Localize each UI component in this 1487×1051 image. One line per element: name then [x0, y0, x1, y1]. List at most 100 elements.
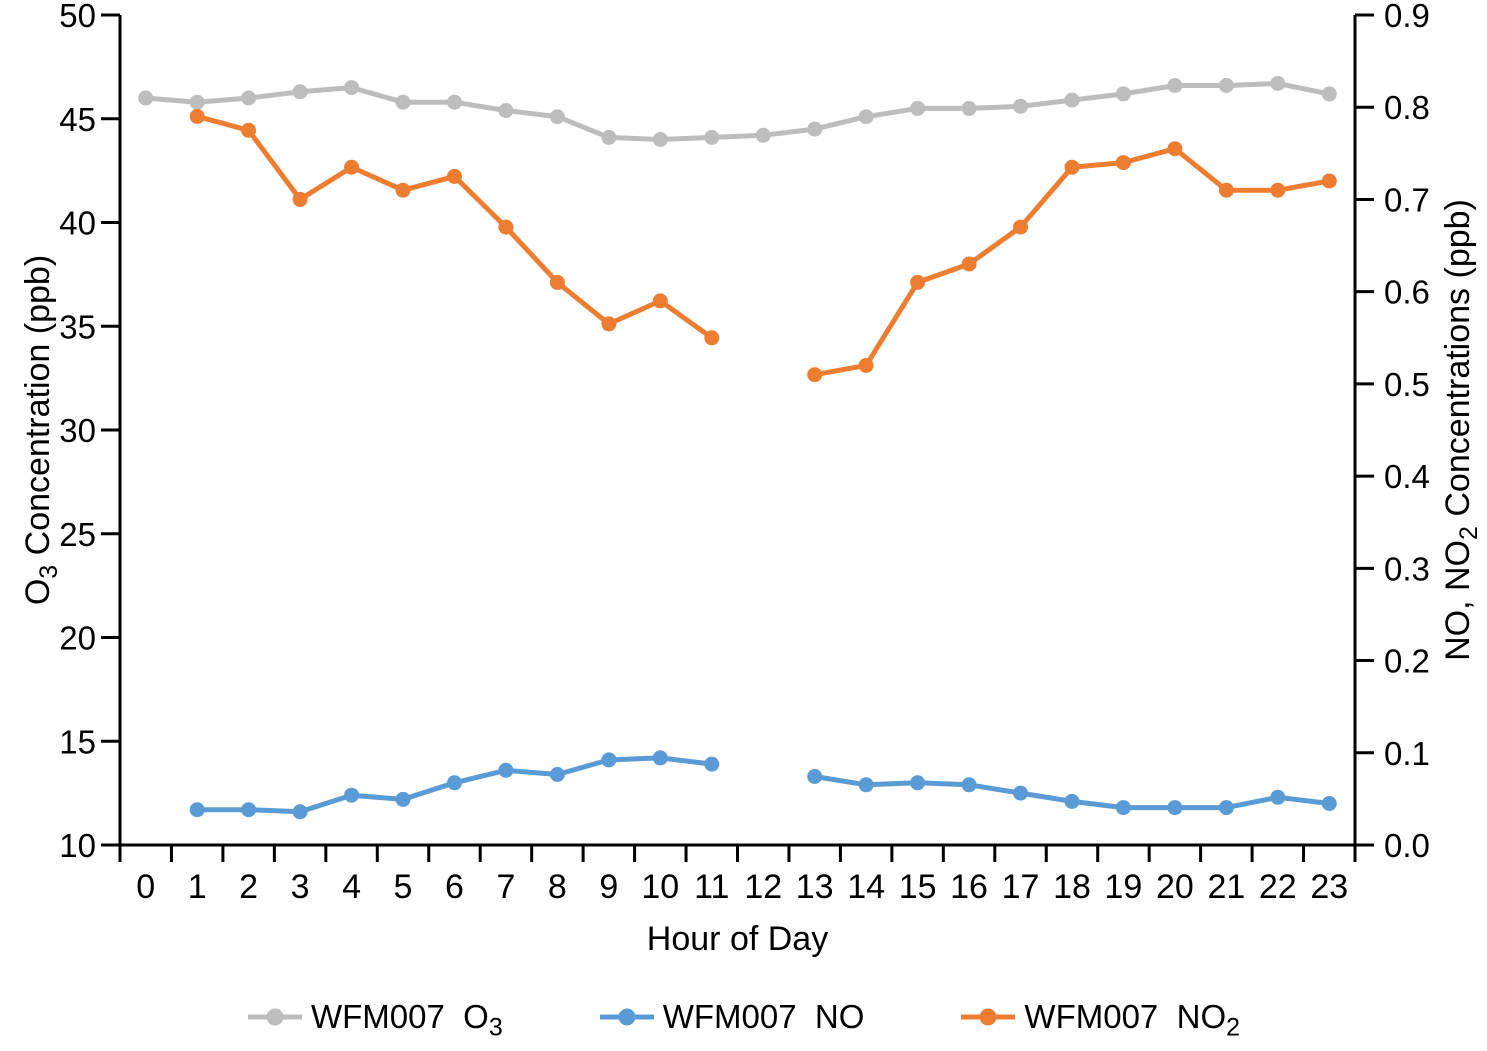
data-point-wfm007-no: [395, 791, 411, 807]
svg-text:20: 20: [59, 620, 96, 657]
data-point-wfm007-no2: [1321, 173, 1337, 189]
data-point-wfm007-no2: [1115, 155, 1131, 171]
svg-text:12: 12: [744, 868, 782, 906]
data-point-wfm007-o3: [1013, 98, 1028, 114]
data-point-wfm007-no2: [395, 182, 411, 198]
svg-text:25: 25: [59, 516, 96, 553]
data-point-wfm007-no2: [1218, 182, 1234, 198]
x-axis-tick-labels: 0 1 2 3 4 5 6 7 8 9 10 11 12 13 14 15 16 17 18 19 20 21 22 23: [136, 868, 1348, 906]
data-point-wfm007-no: [601, 752, 617, 768]
data-point-wfm007-no: [292, 804, 308, 820]
svg-text:22: 22: [1259, 868, 1297, 906]
svg-text:45: 45: [59, 101, 96, 138]
svg-text:10: 10: [641, 868, 679, 906]
data-point-wfm007-o3: [652, 132, 668, 147]
svg-text:0.9: 0.9: [1384, 0, 1430, 34]
data-point-wfm007-o3: [344, 80, 360, 96]
svg-text:0.4: 0.4: [1384, 458, 1430, 495]
svg-text:0.1: 0.1: [1384, 735, 1430, 772]
data-point-wfm007-no: [1218, 800, 1234, 816]
data-point-wfm007-no2: [652, 293, 668, 309]
data-point-wfm007-no: [189, 802, 205, 818]
legend-label-o3: WFM007 O3: [310, 998, 503, 1042]
svg-text:10: 10: [59, 827, 96, 864]
data-point-wfm007-no2: [1064, 159, 1080, 175]
x-axis-ticks: [118, 845, 1357, 862]
data-point-wfm007-no: [344, 787, 360, 803]
svg-text:8: 8: [548, 868, 567, 906]
svg-text:3: 3: [291, 868, 310, 906]
svg-text:9: 9: [599, 868, 618, 906]
data-point-wfm007-o3: [910, 100, 926, 116]
legend-item-wfm007-no2: WFM007 NO2: [960, 998, 1241, 1042]
svg-text:15: 15: [899, 868, 937, 906]
svg-text:21: 21: [1207, 868, 1245, 906]
svg-text:0.5: 0.5: [1384, 366, 1430, 403]
data-point-wfm007-o3: [1115, 86, 1131, 102]
data-point-wfm007-no2: [910, 274, 926, 290]
data-point-wfm007-o3: [241, 90, 257, 106]
data-point-wfm007-no2: [447, 168, 462, 184]
data-point-wfm007-no: [1013, 785, 1028, 801]
data-point-wfm007-no: [858, 777, 874, 793]
data-point-wfm007-no: [704, 756, 720, 772]
svg-text:17: 17: [1002, 868, 1040, 906]
data-point-wfm007-no2: [292, 191, 308, 207]
svg-text:14: 14: [847, 868, 885, 906]
svg-text:30: 30: [59, 412, 96, 449]
data-point-wfm007-o3: [1167, 78, 1183, 93]
data-point-wfm007-no2: [1167, 141, 1183, 157]
right-axis-ticks: [1355, 13, 1374, 847]
svg-text:7: 7: [496, 868, 515, 906]
data-point-wfm007-no: [1064, 793, 1080, 809]
svg-text:1: 1: [188, 868, 207, 906]
svg-text:0.6: 0.6: [1384, 274, 1430, 311]
svg-text:6: 6: [445, 868, 464, 906]
legend-marker-o3-icon: [247, 1008, 302, 1026]
data-point-wfm007-no2: [704, 330, 720, 346]
svg-text:0.2: 0.2: [1384, 643, 1430, 680]
data-point-wfm007-o3: [755, 127, 771, 143]
legend-marker-no2-icon: [961, 1008, 1016, 1026]
data-point-wfm007-o3: [292, 84, 308, 100]
data-point-wfm007-no2: [189, 108, 205, 124]
data-point-wfm007-no: [1270, 789, 1286, 805]
data-point-wfm007-no2: [601, 316, 617, 332]
legend-item-wfm007-no: WFM007 NO: [599, 998, 864, 1036]
data-point-wfm007-no: [1321, 796, 1337, 811]
series-wfm007-no2: [189, 108, 1337, 383]
data-point-wfm007-o3: [498, 103, 514, 118]
left-axis-ticks: [101, 13, 120, 847]
data-point-wfm007-no2: [961, 256, 977, 272]
data-point-wfm007-no: [241, 802, 257, 818]
data-point-wfm007-no2: [549, 274, 565, 290]
data-point-wfm007-no2: [498, 219, 514, 235]
data-point-wfm007-no: [549, 767, 565, 782]
svg-text:5: 5: [394, 868, 413, 906]
data-point-wfm007-o3: [961, 100, 977, 116]
data-point-wfm007-o3: [1270, 76, 1286, 91]
data-point-wfm007-o3: [549, 109, 565, 125]
data-point-wfm007-no2: [344, 159, 360, 175]
data-point-wfm007-o3: [858, 109, 874, 125]
data-point-wfm007-o3: [807, 121, 823, 137]
data-point-wfm007-no: [447, 775, 462, 791]
series-wfm007-o3: [138, 76, 1337, 147]
svg-text:18: 18: [1053, 868, 1091, 906]
svg-text:4: 4: [342, 868, 361, 906]
svg-text:2: 2: [239, 868, 258, 906]
data-point-wfm007-no2: [807, 367, 823, 383]
svg-text:50: 50: [59, 0, 96, 34]
y-axis-left-title: O3 Concentration (ppb): [19, 254, 63, 606]
data-point-wfm007-no2: [858, 357, 874, 373]
legend-item-wfm007-o3: WFM007 O3: [247, 998, 503, 1042]
svg-text:20: 20: [1156, 868, 1194, 906]
data-point-wfm007-no: [1115, 800, 1131, 816]
legend-label-no2: WFM007 NO2: [1024, 998, 1241, 1042]
data-point-wfm007-no2: [1013, 219, 1028, 235]
svg-text:35: 35: [59, 308, 96, 345]
legend-marker-no-icon: [599, 1008, 654, 1026]
data-point-wfm007-no: [807, 769, 823, 784]
svg-text:0.0: 0.0: [1384, 827, 1430, 864]
